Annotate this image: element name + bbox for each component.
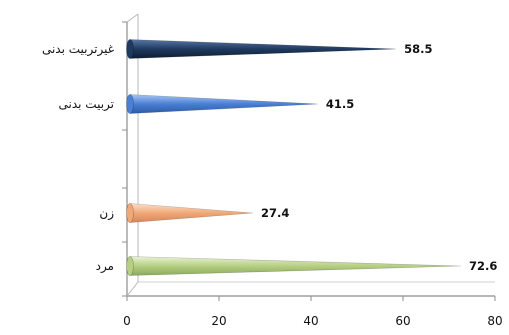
bar-cone-1 [129,94,318,114]
value-label-0: 58.5 [404,42,432,56]
bar-1 [126,94,318,114]
category-label-2: زن [99,206,114,221]
bar-cone-2 [129,203,254,223]
bar-cone-3 [129,256,461,276]
x-tick-label-40: 40 [303,314,318,328]
bar-base-2 [126,203,134,223]
bar-cone-0 [129,39,397,59]
bars [126,39,461,276]
value-label-1: 41.5 [326,97,354,111]
category-label-1: تربیت بدنی [59,97,115,112]
x-ticks: 0 20 40 60 80 [123,296,503,328]
bar-3 [126,256,461,276]
value-label-3: 72.6 [469,259,497,273]
axis-floor-connector [126,281,139,297]
bar-base-0 [126,39,134,59]
x-tick-label-20: 20 [211,314,226,328]
category-separators [122,21,127,297]
category-label-3: مرد [96,259,114,274]
bar-2 [126,203,254,223]
axis-top-connector [126,13,139,23]
x-tick-label-60: 60 [395,314,410,328]
x-tick-label-0: 0 [123,314,131,328]
x-tick-label-80: 80 [487,314,502,328]
value-labels: 58.5 41.5 27.4 72.6 [261,42,497,273]
bar-base-3 [126,256,134,276]
category-labels: غیرتربیت بدنی تربیت بدنی زن مرد [42,42,114,274]
value-label-2: 27.4 [261,206,289,220]
category-label-0: غیرتربیت بدنی [42,42,114,57]
bar-0 [126,39,397,59]
bar-base-1 [126,94,134,114]
